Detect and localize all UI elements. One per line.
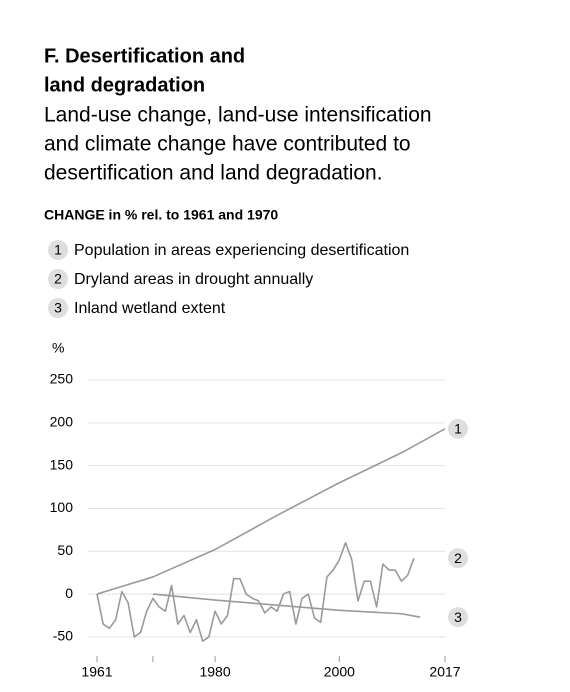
subtitle: Land-use change, land-use intensificatio… [44, 104, 432, 127]
title: land degradation [44, 74, 205, 96]
x-tick-label: 1961 [81, 664, 112, 680]
legend-badge [48, 269, 68, 289]
axis-note: CHANGE in % rel. to 1961 and 1970 [44, 207, 278, 223]
y-tick-label: 250 [50, 371, 74, 387]
end-label: 1 [454, 421, 462, 437]
legend-badge [48, 298, 68, 318]
y-tick-label: 150 [50, 456, 74, 472]
y-tick-label: 50 [57, 542, 73, 558]
x-tick-label: 2000 [324, 664, 355, 680]
end-badge [448, 418, 468, 439]
y-tick-label: 0 [65, 585, 73, 601]
legend-badge [48, 240, 68, 260]
legend-label: Dryland areas in drought annually [74, 271, 313, 288]
end-badge [448, 607, 468, 628]
legend-number: 3 [54, 300, 62, 316]
y-tick-label: 200 [50, 414, 74, 430]
x-tick-label: 1980 [199, 664, 230, 680]
legend-label: Population in areas experiencing deserti… [74, 242, 409, 259]
series-line [96, 428, 446, 595]
legend-number: 1 [54, 242, 62, 258]
subtitle: and climate change have contributed to [44, 133, 411, 156]
end-label: 2 [454, 550, 462, 566]
legend-label: Inland wetland extent [74, 300, 226, 317]
x-tick-label: 2017 [429, 664, 460, 680]
series-line [96, 541, 415, 642]
y-tick-label: -50 [53, 628, 73, 644]
end-label: 3 [454, 609, 462, 625]
y-axis-label: % [52, 340, 64, 356]
title: F. Desertification and [44, 45, 245, 67]
subtitle: desertification and land degradation. [44, 162, 383, 185]
legend-number: 2 [54, 271, 62, 287]
series-line [152, 593, 421, 618]
end-badge [448, 548, 468, 569]
y-tick-label: 100 [50, 499, 74, 515]
